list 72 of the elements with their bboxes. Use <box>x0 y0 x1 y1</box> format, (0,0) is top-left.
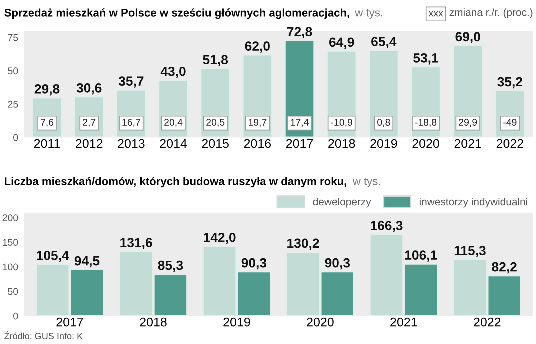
y-tick-label: 200 <box>2 214 18 222</box>
chart-subtitle: w tys. <box>355 9 383 19</box>
y-tick-label: 0 <box>14 312 18 320</box>
data-label: 94,5 <box>74 256 100 268</box>
y-tick-label: 50 <box>8 68 18 75</box>
annotation: -49 <box>504 119 517 126</box>
x-tick-label: 2018 <box>140 318 167 327</box>
y-tick-label: 150 <box>3 239 18 246</box>
data-label: 51,8 <box>203 55 228 66</box>
data-label: 35,7 <box>118 76 144 88</box>
annotation: 2,7 <box>83 119 96 128</box>
y-tick-label: 50 <box>8 288 18 296</box>
data-label: 72,8 <box>287 27 312 38</box>
text: xxx <box>428 12 444 17</box>
data-label: 142,0 <box>204 233 236 244</box>
y-tick-label: 100 <box>3 264 18 271</box>
legend-label: deweloperzy <box>313 198 372 208</box>
annotation: 0,8 <box>378 119 390 128</box>
x-tick-label: 2012 <box>76 139 103 148</box>
data-label: 30,6 <box>76 83 102 95</box>
x-tick-label: 2022 <box>496 139 524 148</box>
chart-title: Sprzedaż mieszkań w Polsce w sześciu głównych aglomeracjach, <box>4 8 350 20</box>
data-label: 106,1 <box>405 250 438 262</box>
y-tick-label: 25 <box>8 101 18 108</box>
x-tick-label: 2017 <box>56 318 84 327</box>
data-label: 69,0 <box>456 32 480 44</box>
x-tick-label: 2014 <box>160 139 188 148</box>
data-label: 115,3 <box>454 246 486 258</box>
x-tick-label: 2013 <box>118 139 145 148</box>
data-label: 166,3 <box>371 221 403 232</box>
data-label: 35,2 <box>498 77 522 89</box>
annotation: 19,7 <box>248 119 267 128</box>
annotation: 7,6 <box>41 119 54 128</box>
annotation: 16,7 <box>122 119 140 128</box>
x-tick-label: 2011 <box>34 139 60 148</box>
x-tick-label: 2019 <box>224 318 250 327</box>
data-label: 85,3 <box>158 260 184 272</box>
data-label: 131,6 <box>120 238 152 250</box>
data-label: 62,0 <box>245 42 270 53</box>
x-tick-label: 2015 <box>202 139 229 148</box>
data-label: 29,8 <box>34 84 60 96</box>
data-label: 130,2 <box>288 238 320 250</box>
text: Źródło: GUS Info: K <box>4 332 83 340</box>
data-label: 90,3 <box>242 258 267 270</box>
annotation: 20,5 <box>206 119 225 128</box>
annotation: 20,4 <box>164 119 183 128</box>
data-label: 43,0 <box>160 66 186 78</box>
data-label: 90,3 <box>325 258 350 270</box>
legend-title: zmiana r./r. (proc.) <box>450 8 533 18</box>
data-label: 53,1 <box>414 53 438 65</box>
y-tick-label: 0 <box>14 134 18 142</box>
x-tick-label: 2018 <box>328 139 356 148</box>
annotation: -10,9 <box>331 119 352 128</box>
chart-title: Liczba mieszkań/domów, których budowa ruszyła w danym roku, <box>5 177 346 188</box>
x-tick-label: 2020 <box>412 139 440 148</box>
y-tick-label: 75 <box>8 34 18 42</box>
legend-label: inwestorzy indywidualni <box>420 198 528 208</box>
x-tick-label: 2022 <box>474 318 501 327</box>
x-tick-label: 2021 <box>390 318 418 327</box>
data-label: 82,2 <box>492 262 517 274</box>
data-label: 105,4 <box>37 251 70 262</box>
annotation: 17,4 <box>291 119 309 128</box>
data-label: 65,4 <box>372 37 397 48</box>
annotation: -18,8 <box>415 119 437 128</box>
x-tick-label: 2019 <box>370 139 398 148</box>
data-label: 64,9 <box>329 38 354 50</box>
x-tick-label: 2016 <box>244 139 272 148</box>
x-tick-label: 2017 <box>286 139 314 148</box>
x-tick-label: 2021 <box>454 139 482 148</box>
annotation: 29,9 <box>459 119 478 128</box>
chart-subtitle: w tys. <box>352 178 380 188</box>
x-tick-label: 2020 <box>307 318 334 327</box>
